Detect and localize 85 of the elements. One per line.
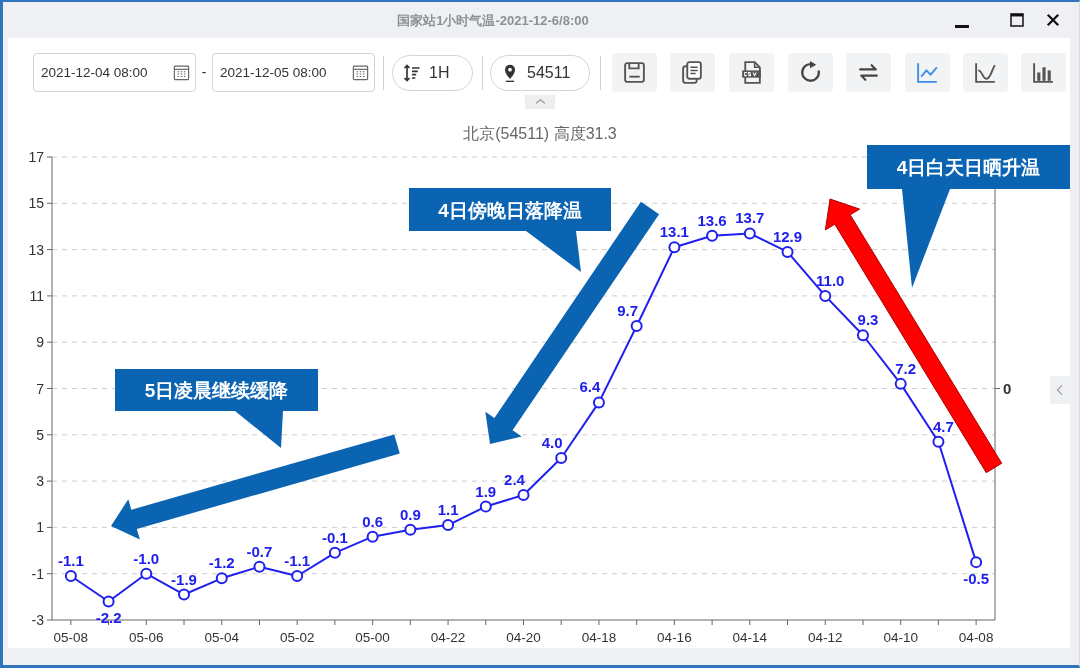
x-tick-label: 04-08 xyxy=(958,630,994,645)
point xyxy=(102,595,115,608)
x-tick-label: 04-10 xyxy=(883,630,918,645)
y-tick-label: 17 xyxy=(28,149,45,165)
x-tick-label: 04-18 xyxy=(581,630,617,645)
point xyxy=(592,396,605,409)
point xyxy=(64,570,77,583)
point xyxy=(215,572,228,585)
y-tick-label: 13 xyxy=(28,241,45,258)
data-label: -0.7 xyxy=(246,542,273,560)
chart-title: 北京(54511) 高度31.3 xyxy=(463,125,617,142)
point xyxy=(630,320,643,332)
annotation: 5日凌晨继续缓降 xyxy=(144,380,290,401)
point xyxy=(932,435,945,448)
point xyxy=(328,546,341,559)
y-tick-label: 1 xyxy=(36,519,45,536)
data-label: -1.1 xyxy=(57,552,84,570)
data-label: 1.1 xyxy=(437,501,459,519)
point xyxy=(178,588,191,601)
point xyxy=(366,530,379,543)
data-label: -1.9 xyxy=(171,570,197,588)
x-tick-label: 05-06 xyxy=(129,630,164,645)
data-label: 9.3 xyxy=(857,311,879,329)
point xyxy=(517,488,530,501)
x-tick-label: 04-14 xyxy=(732,630,768,645)
data-label: -2.2 xyxy=(95,609,122,627)
point xyxy=(291,570,304,583)
point xyxy=(668,241,681,254)
data-label: 13.7 xyxy=(735,209,765,227)
x-tick-label: 04-16 xyxy=(657,630,692,645)
text: 54511 xyxy=(527,63,571,83)
data-label: 2.4 xyxy=(504,470,526,488)
data-label: -1.1 xyxy=(284,552,311,570)
x-tick-label: 04-12 xyxy=(807,630,843,645)
y-tick-label: 11 xyxy=(29,287,45,304)
text: - xyxy=(200,63,208,82)
data-label: 13.1 xyxy=(659,223,689,241)
text: 2021-12-04 08:00 xyxy=(41,64,148,82)
x-tick-label: 05-04 xyxy=(204,630,240,645)
point xyxy=(781,245,794,258)
text: 1H xyxy=(429,63,450,83)
x-tick-label: 05-00 xyxy=(355,630,390,645)
annotation: 4日白天日晒升温 xyxy=(896,157,1041,178)
point xyxy=(555,451,568,464)
data-label: 0.6 xyxy=(362,512,384,530)
point xyxy=(706,229,719,242)
data-label: 13.6 xyxy=(697,211,727,229)
point xyxy=(743,227,756,240)
y-tick-label: 9 xyxy=(36,334,45,351)
y-tick-label: -1 xyxy=(31,565,45,582)
text: 国家站1小时气温-2021-12-6/8:00 xyxy=(396,12,590,30)
point xyxy=(140,567,153,580)
data-label: 4.7 xyxy=(932,417,954,435)
point xyxy=(404,523,417,536)
y-tick-label: -3 xyxy=(31,612,45,628)
y-tick-label: 7 xyxy=(36,380,45,397)
data-label: 0.9 xyxy=(399,505,421,523)
y-tick-label: 3 xyxy=(36,473,45,490)
data-label: 11.0 xyxy=(816,271,845,289)
y-tick-label: 5 xyxy=(36,426,45,443)
data-label: -1.2 xyxy=(208,554,235,572)
point xyxy=(856,329,869,342)
text: 0 xyxy=(1003,379,1012,397)
y-tick-label: 15 xyxy=(28,195,45,212)
text: 2021-12-05 08:00 xyxy=(220,64,327,82)
data-label: 7.2 xyxy=(895,359,917,377)
point xyxy=(442,519,455,532)
data-label: -0.5 xyxy=(963,570,990,588)
x-tick-label: 05-08 xyxy=(53,630,89,645)
point xyxy=(819,289,832,302)
point xyxy=(970,556,983,569)
data-label: 12.9 xyxy=(772,227,803,245)
data-label: 9.7 xyxy=(617,301,639,319)
data-label: -1.0 xyxy=(133,549,160,567)
point xyxy=(479,500,492,513)
point xyxy=(894,377,907,390)
x-tick-label: 05-02 xyxy=(279,630,315,645)
point xyxy=(253,560,266,573)
data-label: 4.0 xyxy=(541,433,563,451)
x-tick-label: 04-20 xyxy=(506,630,541,645)
data-label: 1.9 xyxy=(475,482,497,500)
data-label: 6.4 xyxy=(579,378,602,396)
x-tick-label: 04-22 xyxy=(430,630,466,645)
data-label: -0.1 xyxy=(321,528,348,546)
annotation: 4日傍晚日落降温 xyxy=(438,199,582,221)
